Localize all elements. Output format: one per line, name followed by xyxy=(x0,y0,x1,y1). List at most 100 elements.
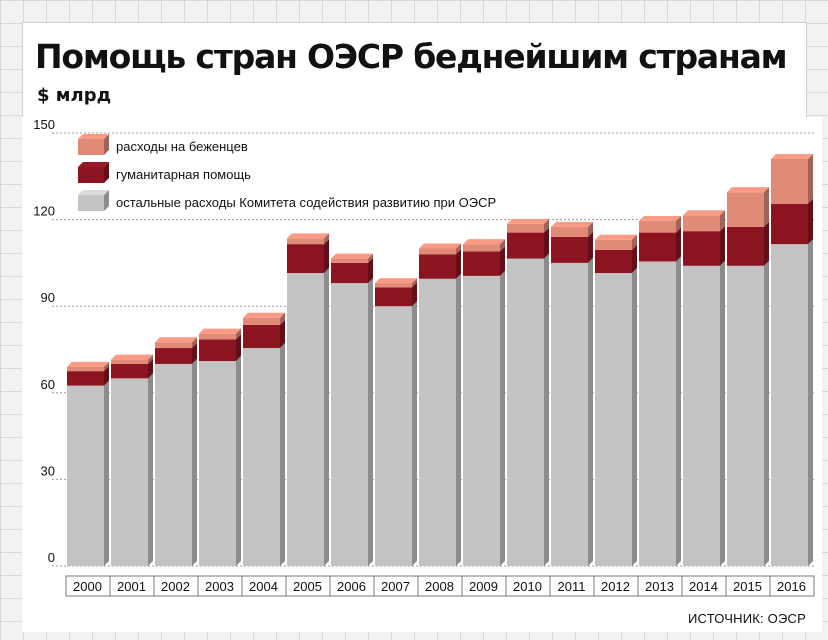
bar-2015-s0 xyxy=(727,265,764,566)
legend-swatch-top xyxy=(78,190,109,195)
legend-swatch-side xyxy=(104,134,109,155)
bar-side-2016-s0 xyxy=(808,239,813,566)
bar-2011-s1 xyxy=(551,236,588,263)
x-tick-label: 2006 xyxy=(337,579,366,594)
bar-2012-s2 xyxy=(595,239,632,250)
x-tick-label: 2012 xyxy=(601,579,630,594)
stacked-bar-chart: 0 30 60 90 120 150 2000 2001 2002 2003 2004 2005 200… xyxy=(33,117,815,597)
bar-2008-s0 xyxy=(419,278,456,566)
legend-label: гуманитарная помощь xyxy=(116,167,251,182)
x-tick-label: 2004 xyxy=(249,579,278,594)
y-tick-label: 60 xyxy=(41,377,55,392)
bar-2004-s2 xyxy=(243,317,280,325)
legend-swatch xyxy=(78,139,104,155)
bar-side-2004-s1 xyxy=(280,319,285,349)
bar-side-2010-s1 xyxy=(544,227,549,259)
legend-swatch-top xyxy=(78,162,109,167)
legend-swatch-top xyxy=(78,134,109,139)
x-tick-label: 2010 xyxy=(513,579,542,594)
bar-2011-s0 xyxy=(551,262,588,566)
bar-side-2012-s1 xyxy=(632,244,637,274)
bar-side-2002-s0 xyxy=(192,358,197,566)
bar-top-2011 xyxy=(551,221,593,227)
bar-2009-s2 xyxy=(463,244,500,252)
bar-2016-s2 xyxy=(771,158,808,204)
bar-side-2007-s2 xyxy=(412,278,417,288)
bar-side-2009-s0 xyxy=(500,270,505,566)
bar-2003-s0 xyxy=(199,361,236,566)
x-tick-label: 2000 xyxy=(73,579,102,594)
bar-2001-s0 xyxy=(111,378,148,566)
bar-top-2014 xyxy=(683,210,725,216)
bar-2013-s0 xyxy=(639,261,676,566)
legend-swatch xyxy=(78,195,104,211)
bar-2005-s1 xyxy=(287,244,324,274)
bar-side-2012-s0 xyxy=(632,268,637,566)
bar-top-2010 xyxy=(507,218,549,224)
x-tick-label: 2013 xyxy=(645,579,674,594)
bar-side-2008-s2 xyxy=(456,243,461,255)
bar-2002-s2 xyxy=(155,342,192,349)
bar-2006-s2 xyxy=(331,258,368,263)
unit-label: $ млрд xyxy=(37,85,112,106)
bar-side-2010-s0 xyxy=(544,253,549,566)
bar-side-2015-s0 xyxy=(764,260,769,566)
legend-swatch-side xyxy=(104,162,109,183)
bar-side-2007-s0 xyxy=(412,301,417,566)
bar-top-2006 xyxy=(331,253,373,259)
y-tick-label: 0 xyxy=(48,550,55,565)
x-tick-label: 2002 xyxy=(161,579,190,594)
legend-label: остальные расходы Комитета содействия ра… xyxy=(116,195,496,210)
bar-side-2006-s1 xyxy=(368,257,373,284)
bar-side-2003-s1 xyxy=(236,334,241,362)
bar-side-2001-s2 xyxy=(148,354,153,364)
bar-2002-s0 xyxy=(155,363,192,566)
bar-2000-s0 xyxy=(67,385,104,566)
x-tick-label: 2015 xyxy=(733,579,762,594)
bar-side-2003-s0 xyxy=(236,356,241,566)
x-tick-label: 2016 xyxy=(777,579,806,594)
bar-2009-s1 xyxy=(463,251,500,276)
bar-2004-s1 xyxy=(243,324,280,349)
bar-side-2016-s1 xyxy=(808,198,813,245)
bar-side-2002-s1 xyxy=(192,343,197,364)
bar-2012-s1 xyxy=(595,249,632,274)
bar-side-2007-s1 xyxy=(412,282,417,307)
bar-side-2015-s2 xyxy=(764,187,769,227)
bar-side-2011-s2 xyxy=(588,221,593,237)
bar-2007-s1 xyxy=(375,287,412,307)
x-tick-label: 2011 xyxy=(558,579,586,594)
bar-2011-s2 xyxy=(551,226,588,237)
bar-top-2013 xyxy=(639,216,681,222)
bar-2010-s0 xyxy=(507,258,544,566)
chart-header: Помощь стран ОЭСР беднейшим странам $ мл… xyxy=(22,22,807,119)
bar-2004-s0 xyxy=(243,348,280,566)
bar-side-2009-s1 xyxy=(500,246,505,276)
bar-top-2004 xyxy=(243,312,285,318)
y-tick-label: 30 xyxy=(41,463,55,478)
bar-2007-s0 xyxy=(375,306,412,566)
plot-area: 0 30 60 90 120 150 2000 2001 2002 2003 2004 2005 200… xyxy=(22,117,822,632)
bar-top-2005 xyxy=(287,233,329,239)
bar-side-2012-s2 xyxy=(632,234,637,250)
bar-side-2005-s0 xyxy=(324,268,329,566)
bar-2002-s1 xyxy=(155,348,192,364)
bar-side-2013-s2 xyxy=(676,216,681,233)
bar-2001-s2 xyxy=(111,359,148,364)
bar-side-2009-s2 xyxy=(500,239,505,252)
bar-2007-s2 xyxy=(375,283,412,288)
bar-2000-s1 xyxy=(67,371,104,386)
bar-side-2011-s1 xyxy=(588,231,593,263)
bar-top-2008 xyxy=(419,243,461,249)
x-tick-label: 2014 xyxy=(689,579,718,594)
bar-side-2014-s0 xyxy=(720,260,725,566)
x-tick-label: 2003 xyxy=(205,579,234,594)
bar-2009-s0 xyxy=(463,275,500,566)
bar-side-2003-s2 xyxy=(236,328,241,340)
bar-side-2000-s2 xyxy=(104,361,109,372)
bar-side-2006-s0 xyxy=(368,278,373,566)
bar-side-2014-s1 xyxy=(720,226,725,266)
x-tick-label: 2007 xyxy=(381,579,410,594)
x-tick-label: 2008 xyxy=(425,579,454,594)
chart-title: Помощь стран ОЭСР беднейшим странам xyxy=(35,37,788,76)
